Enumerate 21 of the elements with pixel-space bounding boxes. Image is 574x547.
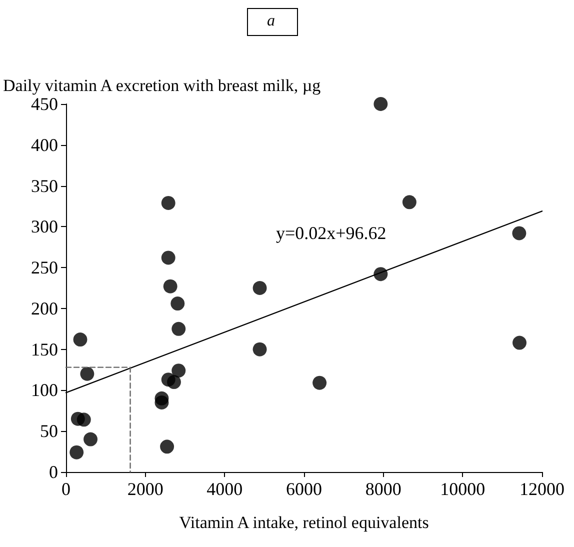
x-axis-title: Vitamin A intake, retinol equivalents	[179, 513, 429, 532]
y-axis-title: Daily vitamin A excretion with breast milk, µg	[3, 76, 322, 95]
x-tick-label: 10000	[440, 479, 486, 499]
y-tick-label: 250	[31, 258, 58, 278]
y-tick-label: 400	[31, 134, 58, 155]
y-tick-label: 50	[40, 421, 58, 442]
y-tick-label: 450	[31, 94, 58, 114]
y-tick-label: 350	[31, 176, 58, 196]
y-tick-label: 300	[31, 216, 58, 237]
annotation: y=0.02x+96.62	[276, 223, 386, 243]
x-tick-label: 0	[62, 479, 70, 499]
y-tick-label: 0	[49, 462, 58, 482]
x-tick-label: 12000	[520, 479, 564, 499]
x-tick-label: 4000	[206, 479, 243, 499]
chart-title: a	[267, 12, 275, 30]
x-tick-label: 6000	[286, 479, 322, 499]
y-tick-label: 150	[31, 339, 58, 360]
y-tick-label: 100	[31, 380, 58, 400]
y-tick-label: 200	[31, 298, 58, 318]
x-tick-label: 2000	[127, 479, 164, 499]
x-tick-label: 8000	[365, 479, 402, 499]
